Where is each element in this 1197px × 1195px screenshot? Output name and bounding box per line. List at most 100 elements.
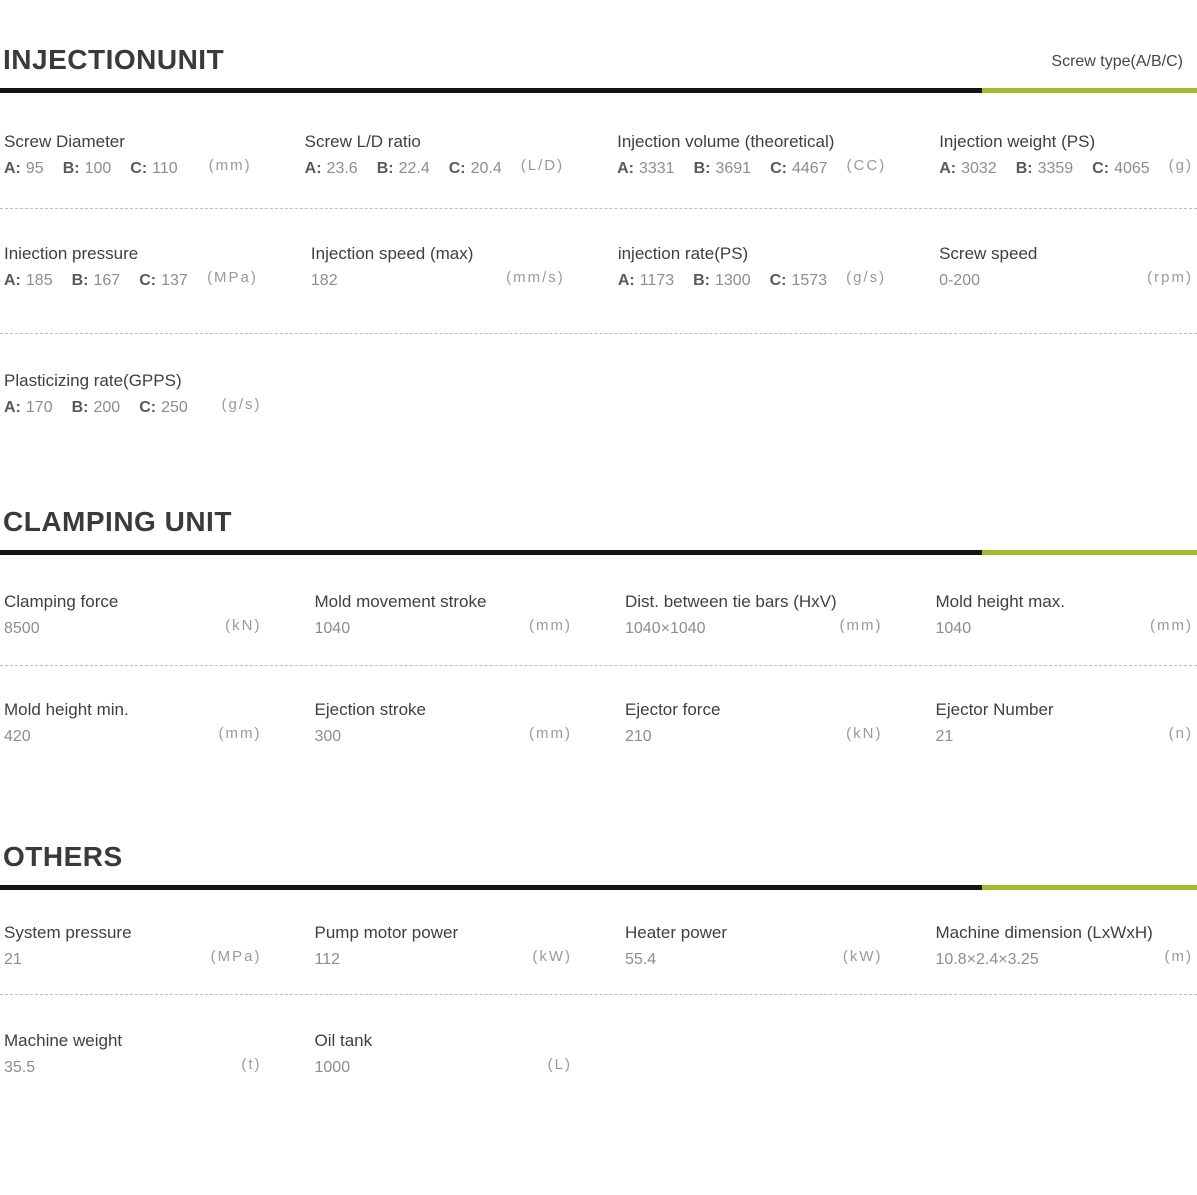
spec-value: 4065: [1114, 160, 1150, 177]
spec-values: 1040 (mm): [936, 617, 1194, 641]
spec-value: 3691: [715, 160, 752, 177]
section-rule-accent: [982, 550, 1197, 555]
spec-cell: Injection weight (PS) A: 3032 B: 3359 C: 4065 (…: [939, 131, 1193, 181]
spec-values: 21 (n): [936, 725, 1194, 749]
spec-cell: Iniection pressure A: 185 B: 167 C: 137 (MPa): [4, 243, 258, 293]
spec-value: 420: [4, 728, 31, 745]
spec-value: 200: [93, 399, 121, 416]
abc-prefix-b: B:: [1015, 160, 1033, 177]
spec-value-a: A: 170: [4, 396, 53, 420]
abc-prefix-c: C:: [770, 160, 787, 177]
spec-cell: Heater power 55.4 (kW): [625, 922, 883, 972]
spec-value: 10.8×2.4×3.25: [935, 951, 1039, 968]
spec-value: 55.4: [625, 951, 657, 968]
spec-label: System pressure: [4, 923, 132, 942]
spec-row: System pressure 21 (MPa) Pump motor power 11…: [0, 890, 1197, 994]
spec-value-c: C: 20.4: [449, 157, 502, 181]
spec-values: A: 3331 B: 3691 C: 4467 (CC): [617, 157, 886, 181]
spec-value-b: B: 22.4: [377, 157, 430, 181]
spec-values: 182 (mm/s): [311, 269, 565, 293]
spec-cell-empty: [625, 370, 883, 420]
spec-value-a: A: 95: [4, 157, 44, 181]
spec-unit: (mm): [218, 725, 262, 742]
spec-value: 182: [310, 272, 338, 289]
section-title: INJECTIONUNIT: [3, 44, 225, 75]
section-rule-accent: [982, 885, 1197, 890]
spec-label: Plasticizing rate(GPPS): [4, 371, 182, 390]
spec-value: 3032: [961, 160, 997, 177]
spec-row: Clamping force 8500 (kN) Mold movement stro…: [0, 555, 1197, 665]
spec-value: 1040×1040: [625, 620, 706, 637]
spec-value: 95: [25, 160, 44, 177]
spec-values: 210 (kN): [625, 725, 883, 749]
spec-cell-empty: [936, 370, 1194, 420]
spec-values: 1000 (L): [315, 1056, 573, 1080]
spec-label: Dist. between tie bars (HxV): [625, 592, 837, 611]
spec-value: 20.4: [470, 160, 502, 177]
spec-unit: (g/s): [846, 269, 887, 286]
spec-value: 1040: [935, 620, 972, 637]
spec-label: Screw L/D ratio: [304, 132, 421, 151]
spec-cell: Mold height max. 1040 (mm): [936, 591, 1194, 641]
spec-value-b: B: 200: [72, 396, 121, 420]
abc-prefix-a: A:: [304, 160, 322, 177]
section-rule: [0, 88, 1197, 93]
abc-prefix-c: C:: [139, 272, 157, 289]
spec-unit: (kN): [846, 725, 883, 742]
abc-prefix-a: A:: [4, 272, 21, 289]
spec-value: 0-200: [939, 272, 980, 289]
spec-values: 0-200 (rpm): [939, 269, 1193, 293]
spec-cell: Screw L/D ratio A: 23.6 B: 22.4 C: 20.4 (L/D): [305, 131, 564, 181]
spec-value-b: B: 1300: [693, 269, 750, 293]
spec-cell-empty: [936, 1030, 1194, 1080]
spec-cell-empty: [625, 1030, 883, 1080]
abc-prefix-a: A:: [617, 272, 635, 289]
section-rows: Screw Diameter A: 95 B: 100 C: 110 (mm) Screw L/…: [0, 93, 1197, 420]
spec-unit: (rpm): [1147, 269, 1193, 286]
spec-value: 1300: [715, 272, 751, 289]
spec-value-b: B: 100: [63, 157, 112, 181]
spec-label: Injection speed (max): [310, 244, 474, 263]
spec-value: 100: [84, 160, 112, 177]
spec-value: 3359: [1037, 160, 1074, 177]
spec-values: 1040×1040 (mm): [625, 617, 883, 641]
spec-value: 300: [314, 728, 342, 745]
spec-values: 10.8×2.4×3.25 (m): [936, 948, 1194, 972]
spec-values: 420 (mm): [4, 725, 262, 749]
spec-cell: System pressure 21 (MPa): [4, 922, 262, 972]
spec-values: 300 (mm): [315, 725, 573, 749]
abc-prefix-c: C:: [769, 272, 787, 289]
spec-value: 250: [161, 399, 188, 416]
spec-values: 35.5 (t): [4, 1056, 262, 1080]
spec-values: 21 (MPa): [4, 948, 262, 972]
spec-value-a: A: 3331: [617, 157, 674, 181]
spec-values: A: 1173 B: 1300 C: 1573 (g/s): [618, 269, 886, 293]
spec-value-c: C: 4467: [770, 157, 827, 181]
spec-value: 4467: [791, 160, 828, 177]
spec-label: injection rate(PS): [617, 244, 749, 263]
spec-value-a: A: 185: [4, 269, 53, 293]
spec-value: 112: [314, 951, 341, 968]
spec-cell: Screw speed 0-200 (rpm): [939, 243, 1193, 293]
spec-value-c: C: 110: [130, 157, 177, 181]
spec-values: A: 23.6 B: 22.4 C: 20.4 (L/D): [305, 157, 564, 181]
spec-unit: (L): [547, 1056, 572, 1073]
section-rows: System pressure 21 (MPa) Pump motor power 11…: [0, 890, 1197, 1080]
abc-prefix-b: B:: [71, 399, 89, 416]
spec-values: 55.4 (kW): [625, 948, 883, 972]
spec-unit: (MPa): [207, 269, 258, 286]
spec-value: 35.5: [4, 1059, 36, 1076]
spec-cell: Clamping force 8500 (kN): [4, 591, 262, 641]
section-rule-accent: [982, 88, 1197, 93]
spec-label: Mold movement stroke: [314, 592, 487, 611]
spec-value-c: C: 137: [139, 269, 188, 293]
spec-unit: (kW): [842, 948, 883, 965]
spec-value: 210: [625, 728, 652, 745]
spec-label: Screw speed: [939, 244, 1038, 263]
abc-prefix-b: B:: [693, 160, 711, 177]
spec-unit: (g): [1168, 157, 1193, 174]
spec-value: 23.6: [326, 160, 358, 177]
spec-value: 21: [935, 728, 954, 745]
spec-value: 1573: [791, 272, 828, 289]
